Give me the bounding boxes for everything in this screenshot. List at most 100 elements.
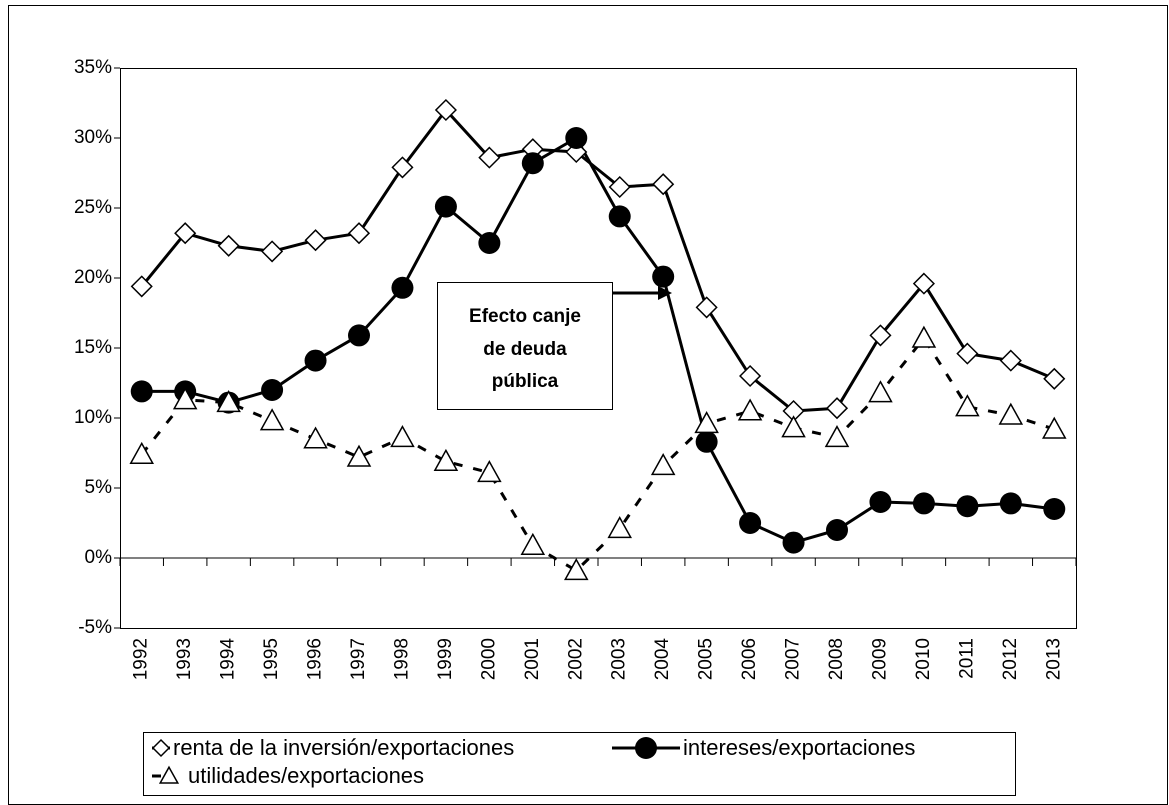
diamond-marker [999, 349, 1022, 372]
y-tick-label: -5% [78, 617, 112, 638]
circle-marker [261, 379, 284, 401]
x-tick-label: 1997 [348, 638, 369, 680]
x-tick-label: 1993 [174, 638, 195, 680]
triangle-marker [390, 425, 415, 448]
circle-marker [1043, 498, 1066, 520]
diamond-marker [956, 342, 979, 365]
triangle-marker [737, 398, 763, 421]
circle-marker [782, 531, 805, 554]
triangle-marker [911, 325, 937, 348]
plot-frame [120, 68, 1077, 629]
legend-marker [635, 737, 657, 759]
triangle-marker [1041, 416, 1067, 439]
x-tick-label: 2001 [522, 638, 543, 680]
circle-marker [565, 127, 588, 149]
x-tick-label: 2007 [783, 638, 804, 680]
x-tick-label: 2003 [609, 638, 630, 680]
y-tick-label: 15% [74, 337, 112, 358]
triangle-marker [477, 460, 502, 483]
x-tick-label: 1992 [131, 638, 152, 680]
triangle-marker [259, 408, 285, 431]
x-tick-label: 2012 [1000, 638, 1021, 680]
triangle-marker [216, 390, 241, 413]
circle-marker [912, 492, 935, 515]
triangle-marker [650, 453, 676, 476]
legend-label: renta de la inversión/exportaciones [173, 735, 514, 760]
diamond-marker [912, 272, 935, 295]
y-tick-label: 30% [74, 127, 112, 148]
circle-marker [695, 430, 718, 453]
diamond-marker [261, 240, 284, 263]
circle-marker [478, 232, 501, 254]
x-tick-label: 2008 [826, 638, 847, 680]
annotation-box [437, 282, 613, 410]
circle-marker [956, 495, 979, 518]
diamond-marker [695, 296, 718, 319]
diamond-marker [825, 397, 849, 420]
x-tick-label: 2009 [869, 638, 890, 680]
triangle-marker [303, 426, 328, 449]
circle-marker [521, 152, 544, 175]
triangle-marker [868, 380, 893, 403]
diamond-marker [739, 364, 762, 388]
circle-marker [434, 195, 457, 218]
diamond-marker [347, 222, 371, 245]
triangle-marker [520, 532, 546, 555]
annotation-text: de deuda [483, 339, 567, 360]
diamond-marker [478, 146, 501, 169]
diamond-marker [174, 222, 197, 245]
legend-marker [158, 765, 180, 784]
triangle-marker [694, 411, 719, 434]
y-tick-label: 0% [85, 547, 113, 568]
series-line [140, 336, 1055, 573]
triangle-marker [998, 402, 1024, 425]
x-tick-label: 2010 [913, 638, 934, 680]
circle-marker [130, 380, 153, 403]
x-tick-label: 1998 [391, 638, 412, 680]
diamond-marker [217, 234, 240, 257]
circle-marker [739, 512, 762, 534]
triangle-marker [824, 425, 850, 448]
legend-label: utilidades/exportaciones [188, 763, 424, 788]
y-tick-label: 25% [74, 197, 112, 218]
triangle-marker [563, 558, 589, 581]
x-tick-label: 2002 [565, 638, 586, 680]
y-tick-label: 5% [85, 477, 113, 498]
circle-marker [391, 276, 414, 299]
legend [143, 732, 1016, 796]
triangle-marker [433, 448, 459, 471]
diamond-marker [130, 275, 153, 298]
diamond-marker [652, 173, 675, 196]
triangle-marker [129, 441, 155, 464]
x-tick-label: 1994 [218, 638, 239, 681]
legend-marker [151, 738, 171, 758]
diamond-marker [869, 324, 892, 347]
legend-label: intereses/exportaciones [683, 735, 915, 760]
x-tick-label: 2011 [956, 638, 977, 679]
y-tick-label: 35% [74, 57, 112, 78]
diamond-marker [608, 175, 631, 199]
x-tick-label: 1996 [305, 638, 326, 680]
circle-marker [652, 265, 675, 288]
diamond-marker [434, 98, 457, 122]
series-line [141, 136, 1055, 545]
diamond-marker [1043, 367, 1066, 390]
annotation-text: Efecto canje [469, 306, 581, 327]
circle-marker [999, 492, 1022, 515]
x-tick-label: 1999 [435, 638, 456, 680]
triangle-marker [172, 387, 198, 410]
annotation-text: pública [492, 371, 559, 392]
circle-marker [608, 205, 631, 228]
circle-marker [348, 324, 370, 347]
triangle-marker [781, 415, 806, 438]
circle-marker [869, 491, 892, 513]
triangle-marker [607, 516, 633, 539]
x-tick-label: 2006 [739, 638, 760, 680]
x-tick-label: 2004 [652, 638, 673, 681]
x-tick-label: 2000 [478, 638, 499, 680]
series-line [140, 108, 1055, 413]
x-tick-label: 2005 [696, 638, 717, 680]
y-tick-label: 10% [74, 407, 112, 428]
circle-marker [304, 349, 327, 372]
triangle-marker [955, 394, 980, 417]
